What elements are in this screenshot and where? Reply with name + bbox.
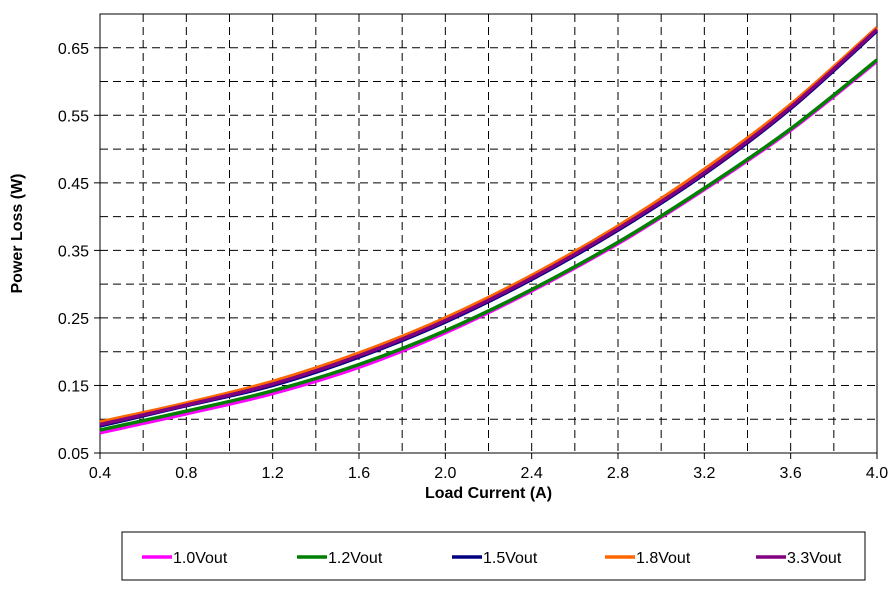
x-tick-label: 0.4 <box>89 465 111 482</box>
x-tick-label: 2.8 <box>607 465 629 482</box>
axes: 0.4 0.8 1.2 1.6 2.0 2.4 2.8 3.2 3.6 4.0 0.05 0.15 0.… <box>58 41 888 482</box>
series-layer <box>99 26 879 435</box>
y-tick-label: 0.35 <box>58 243 89 260</box>
plot-area-border <box>99 13 878 454</box>
y-tick-label: 0.45 <box>58 176 89 193</box>
series-line-3-3vout <box>99 28 879 427</box>
x-tick-label: 1.2 <box>262 465 284 482</box>
legend-label: 1.8Vout <box>636 550 691 567</box>
y-tick-label: 0.15 <box>58 378 89 395</box>
y-axis-title: Power Loss (W) <box>9 173 26 293</box>
legend-label: 1.2Vout <box>328 550 383 567</box>
legend-label: 3.3Vout <box>787 550 842 567</box>
x-tick-label: 1.6 <box>348 465 370 482</box>
x-tick-label: 3.2 <box>693 465 715 482</box>
y-tick-label: 0.25 <box>58 311 89 328</box>
x-tick-label: 2.4 <box>521 465 543 482</box>
legend-label: 1.0Vout <box>173 550 228 567</box>
y-tick-label: 0.55 <box>58 108 89 125</box>
x-axis-title: Load Current (A) <box>425 485 552 502</box>
x-tick-label: 3.6 <box>780 465 802 482</box>
legend-box <box>121 531 866 581</box>
y-tick-label: 0.65 <box>58 41 89 58</box>
series-line-1-2vout <box>99 58 879 432</box>
x-tick-label: 4.0 <box>866 465 888 482</box>
legend-label: 1.5Vout <box>483 550 538 567</box>
x-tick-label: 2.0 <box>434 465 456 482</box>
legend: 1.0Vout 1.2Vout 1.5Vout 1.8Vout 3.3Vout <box>121 531 866 581</box>
x-tick-label: 0.8 <box>175 465 197 482</box>
series-line-1-8vout <box>99 26 879 424</box>
y-tick-label: 0.05 <box>58 446 89 463</box>
